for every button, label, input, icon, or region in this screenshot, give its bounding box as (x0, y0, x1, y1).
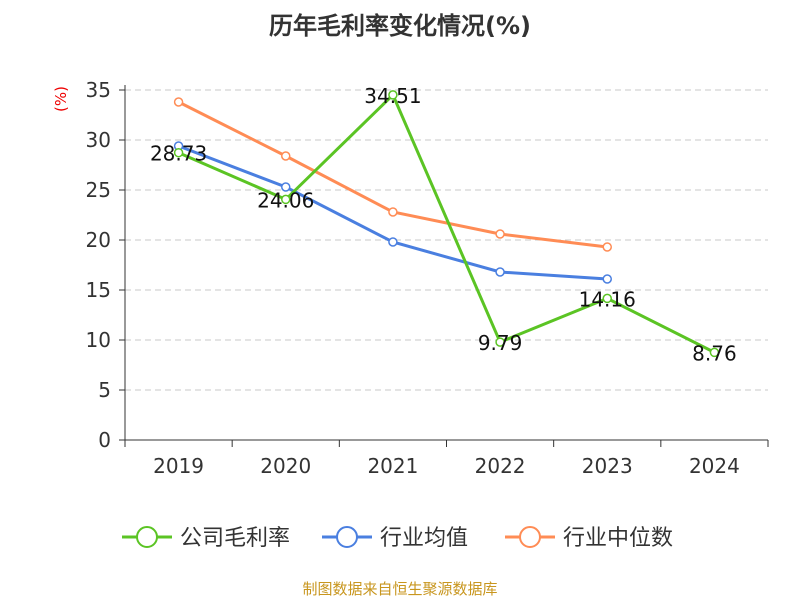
legend-item-0: 公司毛利率 (122, 526, 290, 551)
data-point (495, 337, 505, 347)
data-point (173, 147, 184, 158)
source-note: 制图数据来自恒生聚源数据库 (302, 580, 498, 598)
legend-item-1: 行业均值 (322, 526, 468, 551)
x-tick-label: 2019 (153, 454, 204, 478)
data-point (495, 267, 505, 277)
data-point (495, 229, 505, 239)
x-tick-label: 2024 (689, 454, 740, 478)
data-point (281, 182, 291, 192)
data-point (709, 347, 720, 358)
data-point (173, 97, 184, 107)
data-point (281, 151, 291, 161)
data-point (388, 207, 398, 217)
data-label: 28.73 (150, 142, 207, 166)
y-tick-label: 30 (86, 128, 111, 152)
x-tick-label: 2022 (475, 454, 526, 478)
y-tick-label: 35 (86, 78, 111, 102)
x-tick-label: 2021 (367, 454, 418, 478)
y-tick-label: 0 (98, 428, 111, 452)
series-line-2 (177, 100, 608, 249)
data-point (388, 237, 398, 247)
x-tick-label: 2023 (582, 454, 633, 478)
data-label: 9.79 (478, 331, 523, 355)
data-point (388, 90, 398, 100)
data-point (602, 242, 612, 252)
data-label: 34.51 (364, 84, 421, 108)
legend-label: 行业中位数 (563, 526, 673, 551)
data-point (602, 293, 612, 304)
chart-title: 历年毛利率变化情况(%) (269, 12, 531, 40)
data-label: 14.16 (579, 287, 636, 311)
y-tick-label: 20 (86, 228, 111, 252)
x-tick-label: 2020 (260, 454, 311, 478)
data-label: 24.06 (257, 188, 314, 212)
legend-item-2: 行业中位数 (505, 526, 673, 551)
y-tick-label: 15 (86, 278, 111, 302)
legend-label: 公司毛利率 (180, 526, 290, 551)
legend-label: 行业均值 (380, 526, 468, 551)
data-point (602, 274, 612, 284)
y-tick-label: 10 (86, 328, 111, 352)
data-point (281, 194, 291, 205)
legend-marker-icon (136, 526, 158, 548)
series-line-0 (177, 92, 716, 354)
y-tick-label: 25 (86, 178, 111, 202)
legend-marker-icon (336, 526, 358, 548)
legend-marker-icon (519, 526, 541, 548)
data-label: 8.76 (692, 341, 737, 365)
y-tick-label: 5 (98, 378, 111, 402)
